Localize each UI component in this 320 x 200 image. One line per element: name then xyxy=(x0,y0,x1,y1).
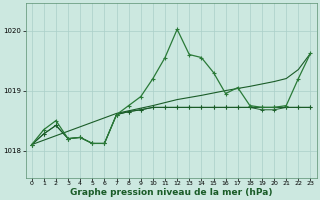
X-axis label: Graphe pression niveau de la mer (hPa): Graphe pression niveau de la mer (hPa) xyxy=(70,188,272,197)
